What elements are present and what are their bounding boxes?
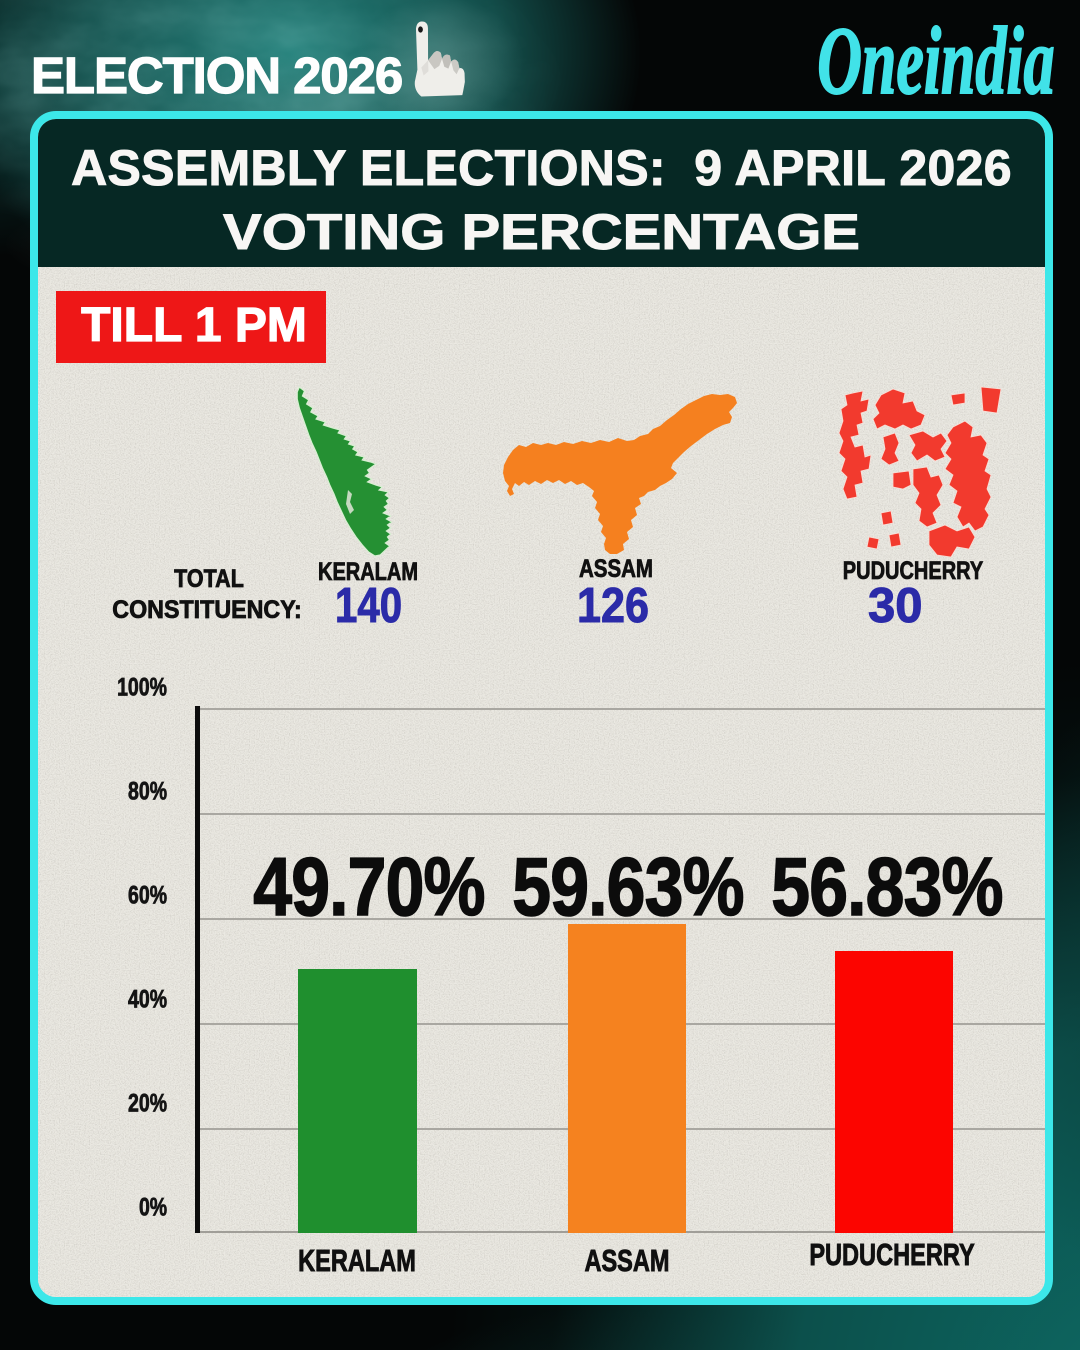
svg-text:Oneindia: Oneindia <box>817 9 1054 115</box>
